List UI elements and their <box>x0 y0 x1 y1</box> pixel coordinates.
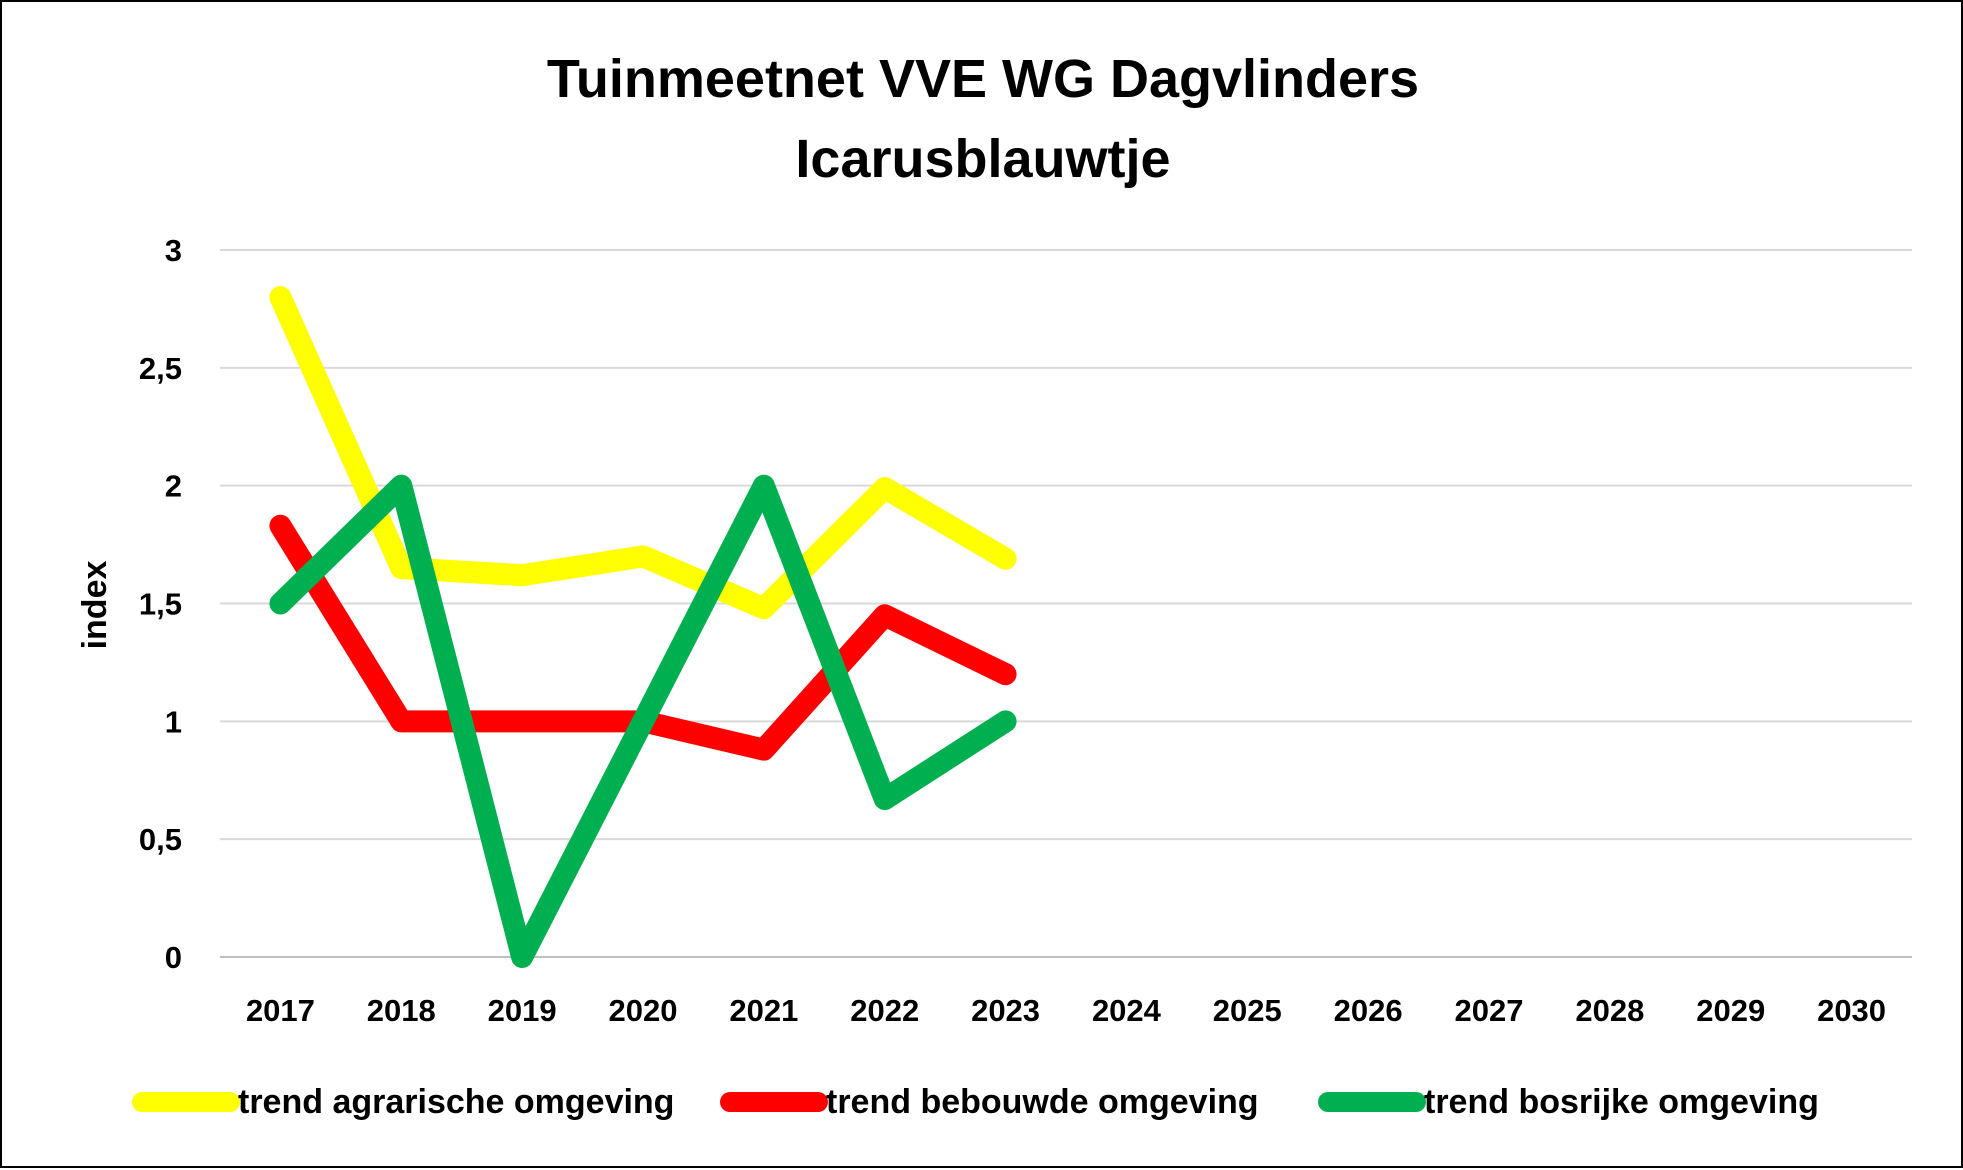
x-tick-label: 2030 <box>1817 993 1886 1028</box>
x-tick-label: 2024 <box>1092 993 1162 1028</box>
y-tick-label: 2 <box>165 469 182 504</box>
x-tick-label: 2017 <box>246 993 315 1028</box>
x-tick-label: 2020 <box>609 993 678 1028</box>
x-tick-label: 2022 <box>850 993 919 1028</box>
x-tick-label: 2026 <box>1334 993 1403 1028</box>
data-point <box>521 956 524 958</box>
chart-subtitle: Icarusblauwtje <box>795 129 1170 189</box>
data-point <box>400 567 403 570</box>
x-tick-label: 2028 <box>1575 993 1644 1028</box>
y-tick-label: 1,5 <box>139 587 182 622</box>
data-point <box>642 555 644 558</box>
data-point <box>1004 557 1007 560</box>
data-point <box>762 607 765 610</box>
data-point <box>400 484 403 487</box>
data-point <box>279 296 282 299</box>
y-tick-label: 0,5 <box>139 822 182 857</box>
gridlines <box>220 249 1912 958</box>
data-point <box>883 487 886 490</box>
data-point <box>400 720 403 723</box>
y-axis-ticks: 0 0,5 1 1,5 2 2,5 3 <box>139 233 182 975</box>
data-point <box>642 720 644 723</box>
y-tick-label: 2,5 <box>139 351 182 386</box>
x-tick-label: 2027 <box>1455 993 1524 1028</box>
legend-label: trend bosrijke omgeving <box>1424 1083 1819 1121</box>
data-point <box>521 720 524 723</box>
y-axis-label: index <box>76 561 114 650</box>
y-tick-label: 0 <box>165 940 182 975</box>
data-point <box>279 602 282 605</box>
data-point <box>883 614 886 617</box>
legend-label: trend bebouwde omgeving <box>826 1083 1259 1121</box>
x-tick-label: 2021 <box>729 993 798 1028</box>
y-tick-label: 3 <box>165 233 182 268</box>
series-lines <box>269 286 1017 968</box>
legend: trend agrarische omgeving trend bebouwde … <box>132 1083 1819 1121</box>
x-tick-label: 2018 <box>367 993 436 1028</box>
x-tick-label: 2023 <box>971 993 1040 1028</box>
data-point <box>883 798 886 801</box>
data-point <box>521 574 524 577</box>
data-point <box>279 524 282 527</box>
x-axis-ticks: 2017 2018 2019 2020 2021 2022 2023 2024 2025 2026… <box>246 993 1886 1028</box>
data-point <box>762 484 765 487</box>
data-point <box>1004 673 1007 676</box>
legend-label: trend agrarische omgeving <box>238 1083 674 1121</box>
chart-title: Tuinmeetnet VVE WG Dagvlinders <box>547 49 1419 109</box>
data-point <box>762 748 765 751</box>
series-line-1 <box>269 286 1017 620</box>
x-tick-label: 2025 <box>1213 993 1282 1028</box>
data-point <box>1004 720 1007 723</box>
x-tick-label: 2029 <box>1696 993 1765 1028</box>
y-tick-label: 1 <box>165 704 182 739</box>
x-tick-label: 2019 <box>488 993 557 1028</box>
